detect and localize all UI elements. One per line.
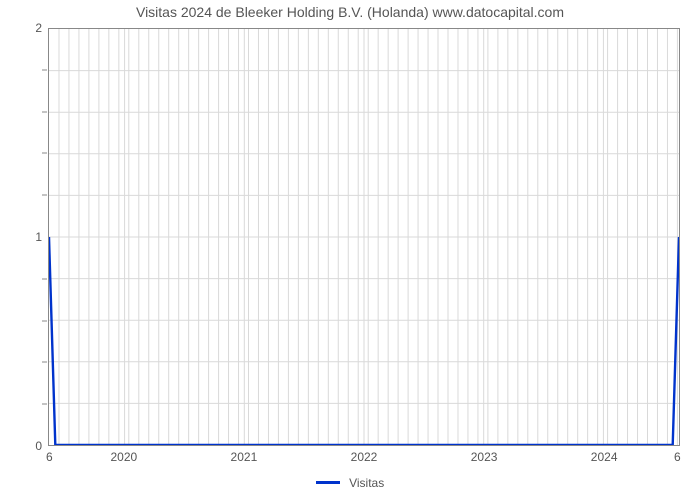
y-minor-tick (42, 111, 47, 112)
x-axis-end-label: 6 (674, 450, 681, 464)
y-minor-tick (42, 278, 47, 279)
y-minor-tick (42, 362, 47, 363)
y-tick-label: 1 (35, 230, 42, 244)
chart-container: Visitas 2024 de Bleeker Holding B.V. (Ho… (0, 0, 700, 500)
y-tick-label: 0 (35, 439, 42, 453)
y-minor-tick (42, 404, 47, 405)
plot-svg (49, 29, 679, 445)
x-tick-label: 2023 (471, 450, 498, 464)
x-tick-label: 2021 (231, 450, 258, 464)
x-tick-label: 2024 (591, 450, 618, 464)
y-minor-tick (42, 320, 47, 321)
y-minor-tick (42, 195, 47, 196)
plot-area (48, 28, 680, 446)
x-tick-label: 2020 (110, 450, 137, 464)
chart-title: Visitas 2024 de Bleeker Holding B.V. (Ho… (0, 4, 700, 20)
legend-label: Visitas (349, 476, 384, 490)
y-tick-label: 2 (35, 21, 42, 35)
y-minor-tick (42, 153, 47, 154)
x-axis-start-label: 6 (46, 450, 53, 464)
legend-swatch (316, 481, 340, 484)
x-tick-label: 2022 (351, 450, 378, 464)
legend: Visitas (0, 475, 700, 490)
y-minor-tick (42, 69, 47, 70)
